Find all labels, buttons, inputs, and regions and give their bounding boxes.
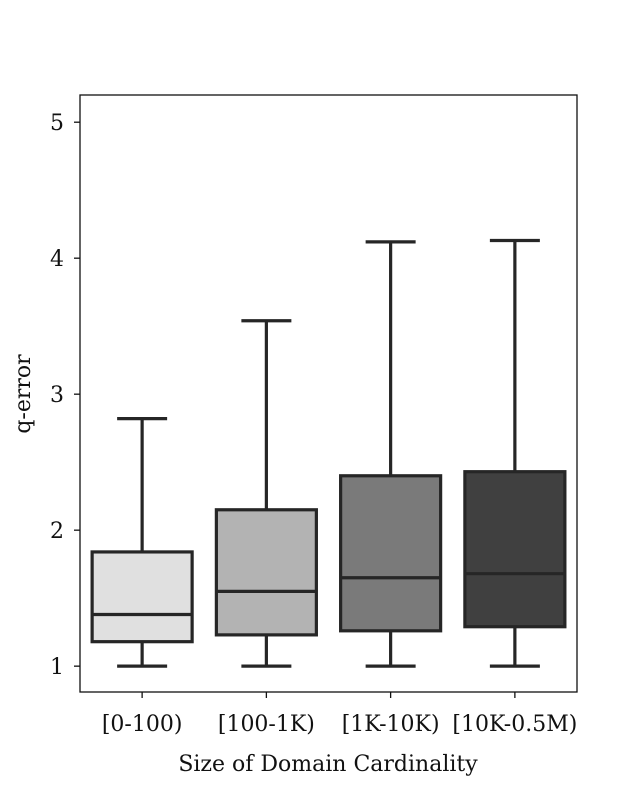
y-tick-label: 1 [50, 655, 64, 680]
y-tick-label: 5 [50, 111, 64, 136]
box [339, 474, 443, 633]
y-tick-label: 4 [50, 247, 64, 272]
y-tick-label: 2 [50, 519, 64, 544]
x-tick-label: [10K-0.5M) [452, 712, 577, 737]
y-axis-label: q-error [11, 354, 36, 434]
x-tick-label: [1K-10K) [342, 712, 440, 737]
box [463, 470, 567, 629]
box [90, 550, 194, 644]
y-tick-label: 3 [50, 383, 64, 408]
plot-frame [79, 94, 578, 693]
x-tick-label: [0-100) [102, 712, 183, 737]
box [214, 508, 318, 637]
x-axis-label: Size of Domain Cardinality [178, 752, 478, 777]
x-tick-label: [100-1K) [218, 712, 315, 737]
